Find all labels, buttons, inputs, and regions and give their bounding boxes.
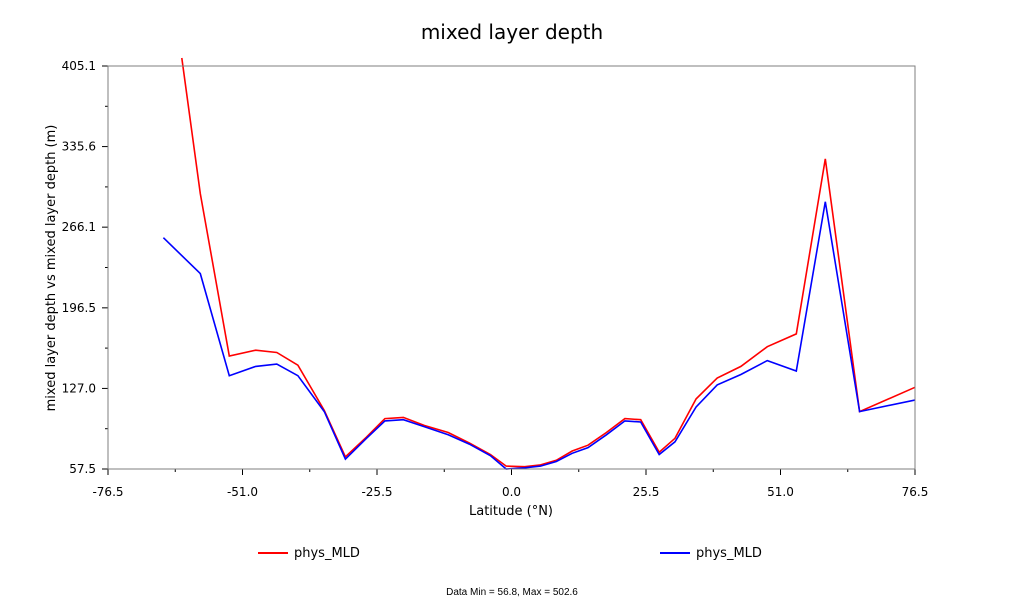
x-axis-label: Latitude (°N) bbox=[469, 504, 553, 519]
y-tick-label: 266.1 bbox=[62, 220, 96, 234]
y-tick-label: 335.6 bbox=[62, 140, 96, 154]
x-tick-label: 25.5 bbox=[633, 485, 660, 499]
y-tick-label: 127.0 bbox=[62, 381, 96, 395]
y-axis-ticks: 57.5 127.0 196.5 266.1 335.6 405.1 bbox=[62, 59, 108, 476]
series-line-2 bbox=[162, 201, 915, 470]
plot-frame bbox=[107, 65, 916, 470]
x-tick-label: -25.5 bbox=[361, 485, 392, 499]
x-tick-label: 76.5 bbox=[902, 485, 929, 499]
data-range-note: Data Min = 56.8, Max = 502.6 bbox=[446, 587, 578, 598]
x-axis-ticks: -76.5 -51.0 -25.5 0.0 25.5 51.0 76.5 bbox=[92, 469, 928, 499]
x-tick-label: 0.0 bbox=[502, 485, 521, 499]
y-tick-label: 57.5 bbox=[69, 462, 96, 476]
y-tick-label: 405.1 bbox=[62, 59, 96, 73]
legend-swatch-red bbox=[258, 552, 288, 554]
x-tick-label: 51.0 bbox=[767, 485, 794, 499]
x-tick-label: -51.0 bbox=[227, 485, 258, 499]
y-axis-label: mixed layer depth vs mixed layer depth (… bbox=[44, 125, 59, 412]
x-tick-label: -76.5 bbox=[92, 485, 123, 499]
legend-item-2: phys_MLD bbox=[660, 544, 762, 562]
y-tick-label: 196.5 bbox=[62, 301, 96, 315]
series-line-1 bbox=[181, 57, 915, 468]
legend-label-1: phys_MLD bbox=[294, 545, 360, 561]
series-layer bbox=[162, 57, 915, 470]
chart-title: mixed layer depth bbox=[420, 20, 604, 44]
legend-swatch-blue bbox=[660, 552, 690, 554]
legend-item-1: phys_MLD bbox=[258, 544, 360, 562]
legend-label-2: phys_MLD bbox=[696, 545, 762, 561]
minor-ticks bbox=[105, 105, 849, 472]
